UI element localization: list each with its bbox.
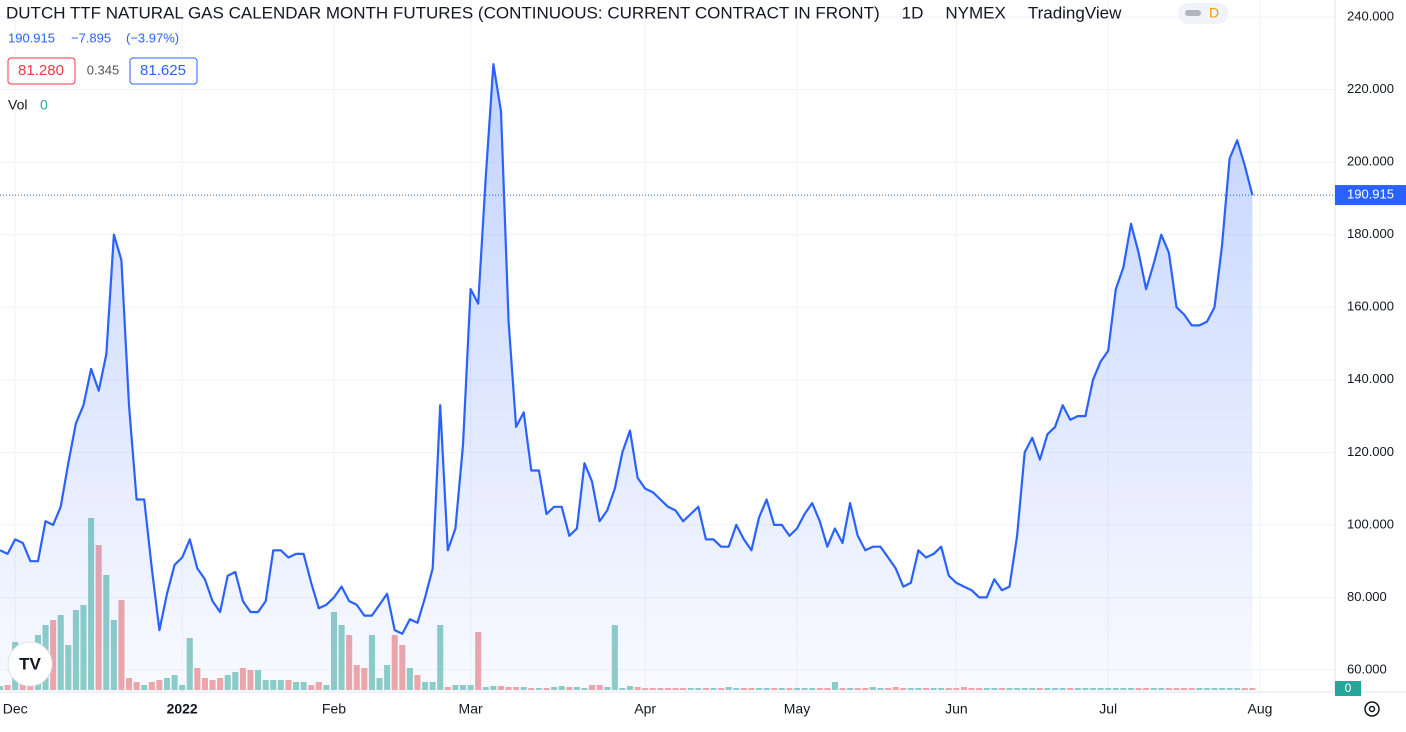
badge-toggle (1185, 10, 1201, 16)
last-price-tag-label: 190.915 (1347, 187, 1394, 202)
badge: D (1209, 5, 1219, 21)
badge-bg[interactable] (1178, 3, 1228, 24)
vol-value: 0 (40, 97, 48, 113)
y-tick-label: 100.000 (1347, 516, 1394, 531)
y-tick-label: 200.000 (1347, 154, 1394, 169)
line (0, 63, 1254, 635)
x-tick-label: Jun (945, 701, 968, 717)
x-tick-label: Apr (634, 701, 656, 717)
x-tick-label: Jul (1099, 701, 1117, 717)
change-pct: (−3.97%) (126, 30, 179, 45)
last-price: 190.915 (8, 30, 55, 45)
x-tick-label: Feb (322, 701, 346, 717)
vol-tag (1335, 681, 1361, 696)
y-tick-label: 140.000 (1347, 371, 1394, 386)
y-tick-label: 160.000 (1347, 299, 1394, 314)
exchange: NYMEX (945, 3, 1005, 22)
y-tick-label: 240.000 (1347, 8, 1394, 23)
bid: 81.280 (18, 62, 64, 79)
interval[interactable]: 1D (902, 3, 924, 22)
logo[interactable]: TV (7, 641, 53, 687)
area (0, 64, 1253, 692)
y-tick-label: 80.000 (1347, 589, 1387, 604)
legend: DUTCH TTF NATURAL GAS CALENDAR MONTH FUT… (6, 3, 1228, 113)
last-price-tag (1335, 185, 1406, 206)
source: TradingView (1028, 3, 1122, 22)
y-tick-label: 60.000 (1347, 661, 1387, 676)
y-tick-label: 220.000 (1347, 81, 1394, 96)
logo-mark: TV (19, 654, 41, 673)
x-tick-label: Dec (3, 701, 28, 717)
y-tick-label: 180.000 (1347, 226, 1394, 241)
x-tick-label: May (784, 701, 810, 717)
x-tick-label: 2022 (167, 701, 198, 717)
x-tick-label: Mar (459, 701, 483, 717)
volume-bar (1249, 688, 1256, 690)
ask-box[interactable] (129, 57, 198, 85)
y-tick-label: 120.000 (1347, 444, 1394, 459)
change: −7.895 (71, 30, 111, 45)
ask: 81.625 (140, 62, 186, 79)
spread: 0.345 (87, 62, 120, 77)
vol-label: Vol (8, 97, 27, 113)
chart-title: DUTCH TTF NATURAL GAS CALENDAR MONTH FUT… (6, 3, 880, 22)
settings-icon[interactable] (1364, 701, 1380, 717)
bid-box[interactable] (7, 57, 76, 85)
vol-tag-label: 0 (1345, 681, 1352, 695)
x-tick-label: Aug (1248, 701, 1273, 717)
